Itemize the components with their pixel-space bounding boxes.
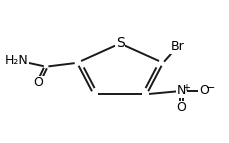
Text: +: +	[182, 83, 189, 93]
Text: O: O	[198, 85, 208, 98]
Text: H₂N: H₂N	[4, 54, 28, 67]
Text: O: O	[176, 101, 185, 114]
Text: O: O	[33, 76, 43, 89]
Text: Br: Br	[170, 40, 183, 53]
Text: N: N	[176, 85, 185, 98]
Text: −: −	[205, 83, 215, 93]
Text: S: S	[115, 36, 124, 50]
